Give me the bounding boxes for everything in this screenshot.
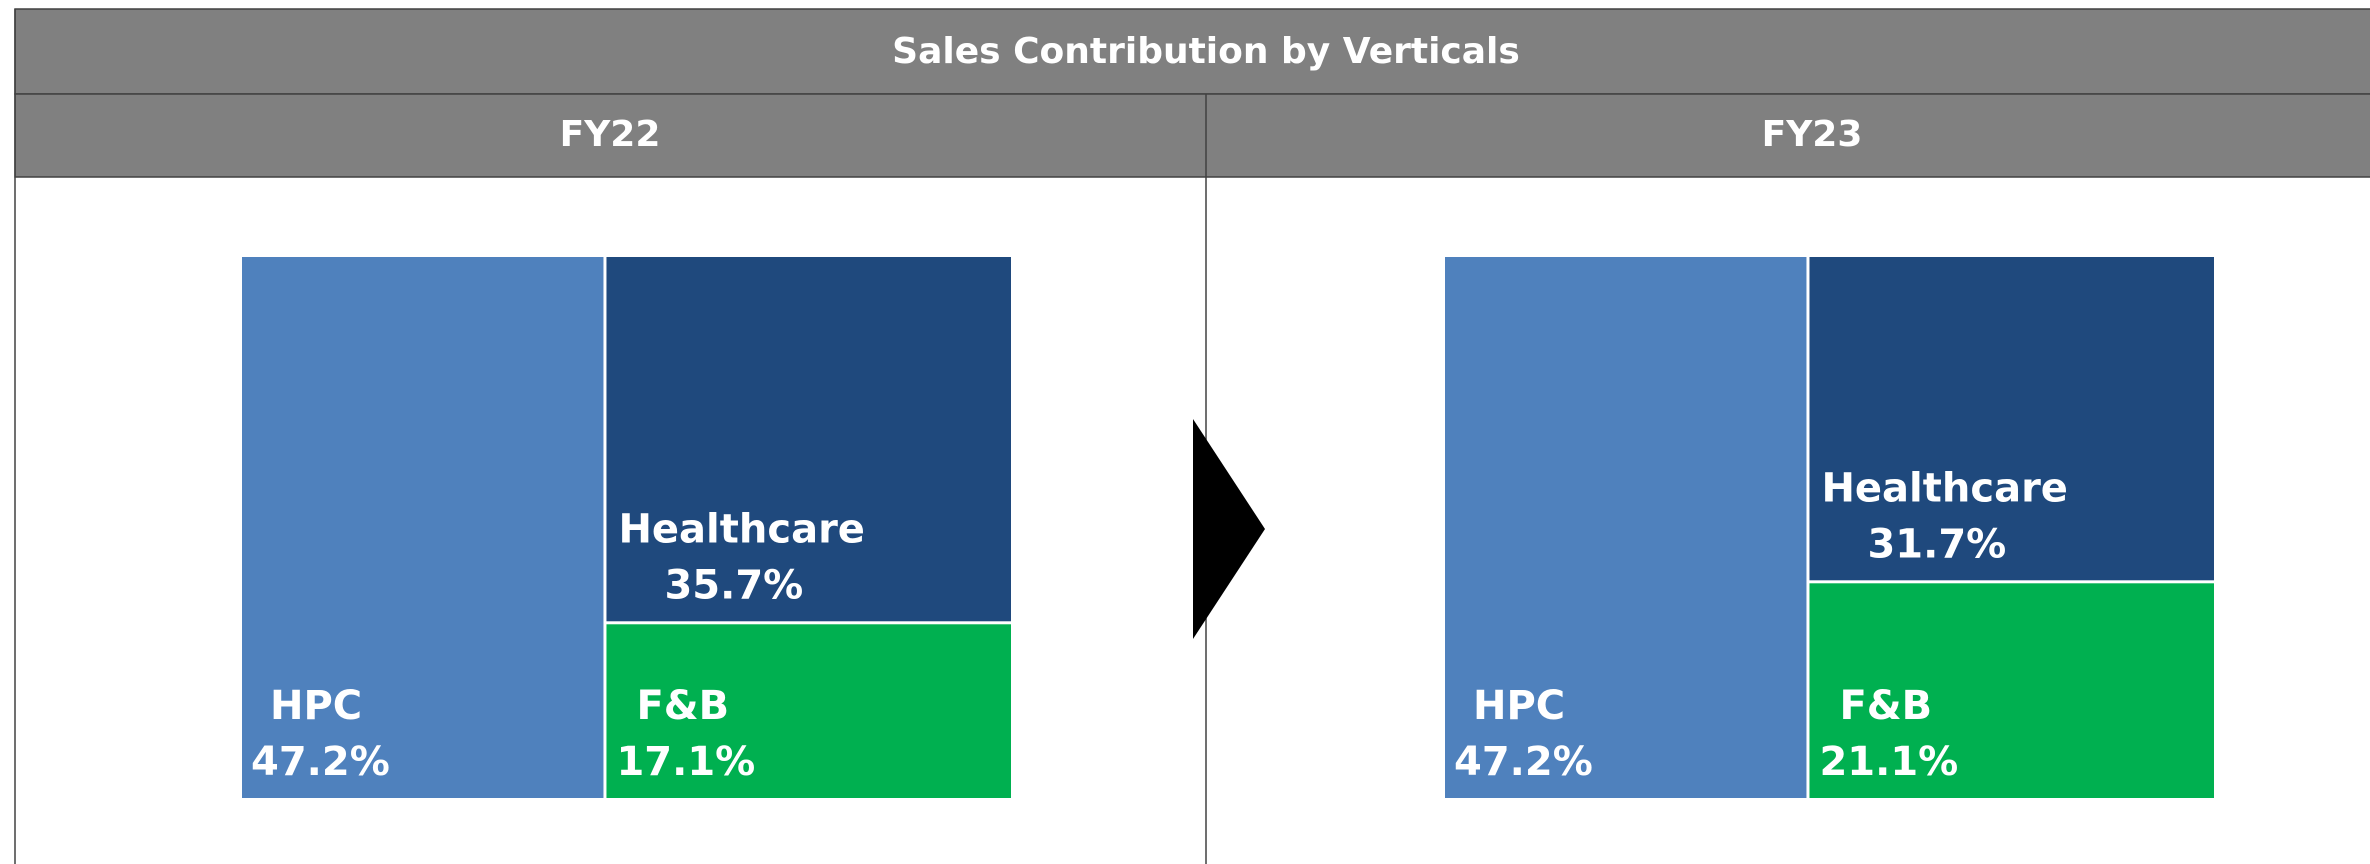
cell-name: F&B [636,683,729,729]
cell-name: Healthcare [1821,465,2067,511]
treemap-cell [606,624,1011,798]
treemap-cell [242,257,604,798]
treemap-cell [1809,257,2214,581]
cell-value: 21.1% [1819,739,1958,785]
title-band [14,8,2370,95]
treemap-cell [1809,583,2214,798]
cell-name: F&B [1839,683,1932,729]
cell-name: HPC [1473,683,1565,729]
panel-title: FY22 [560,114,661,155]
treemap-cell [1445,257,1807,798]
cell-value: 31.7% [1867,521,2006,567]
cell-value: 17.1% [616,739,755,785]
arrow [1193,419,1265,639]
cell-name: Healthcare [618,506,864,552]
cell-value: 47.2% [251,739,390,785]
cell-name: HPC [270,683,362,729]
subtitle-band [14,93,2370,178]
cell-value: 35.7% [664,562,803,608]
cell-value: 47.2% [1454,739,1593,785]
treemap-cell [606,257,1011,622]
panel-title: FY23 [1762,114,1863,155]
page-title: Sales Contribution by Verticals [892,31,1520,72]
